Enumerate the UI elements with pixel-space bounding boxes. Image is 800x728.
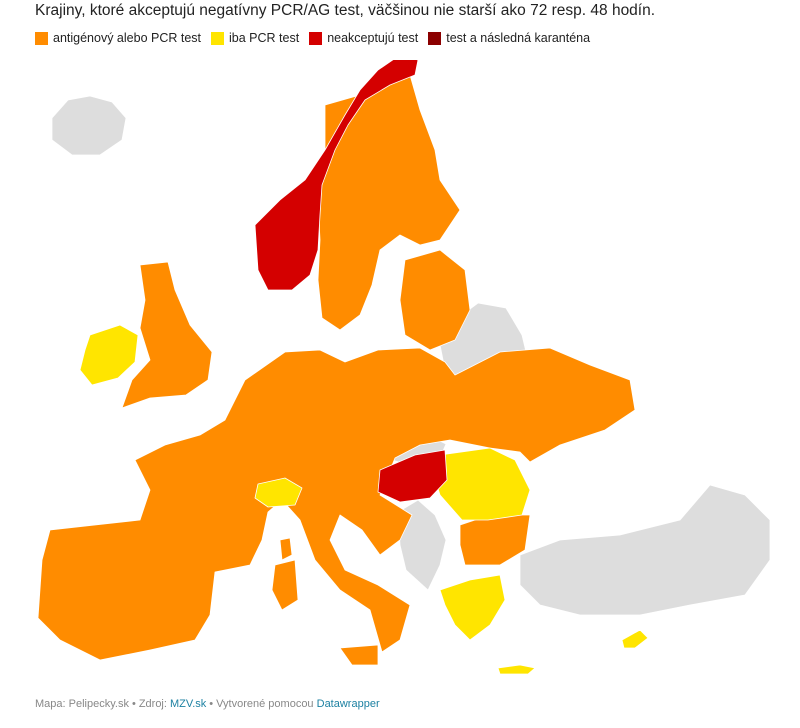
map-region-greece[interactable] — [439, 574, 506, 641]
legend-swatch-pcr-only — [211, 31, 225, 45]
map-region-hungary[interactable] — [377, 449, 448, 503]
map-region-romania[interactable] — [431, 447, 531, 521]
map-region-finland-sweden[interactable] — [317, 74, 461, 331]
map-region-western-balkans[interactable] — [397, 499, 447, 591]
legend: antigénový alebo PCR test iba PCR test n… — [35, 31, 590, 45]
map-region-bulgaria[interactable] — [459, 514, 531, 566]
legend-item-pcr-only: iba PCR test — [211, 31, 299, 45]
map-region-iceland[interactable] — [51, 95, 127, 156]
legend-label-no-test: neakceptujú test — [327, 31, 419, 45]
footer-source-label: Zdroj: — [138, 698, 167, 710]
map-region-continental-europe[interactable] — [37, 347, 636, 661]
legend-label-test-and-quarantine: test a následná karanténa — [446, 31, 591, 45]
map-region-turkey[interactable] — [519, 484, 771, 616]
legend-item-test-and-quarantine: test a následná karanténa — [428, 31, 590, 45]
map-region-switzerland[interactable] — [254, 477, 303, 508]
footer-separator: • — [209, 698, 214, 710]
map-region-crete[interactable] — [497, 664, 536, 675]
map-region-great-britain[interactable] — [121, 261, 213, 409]
map-region-sardinia[interactable] — [271, 559, 299, 611]
map-region-sicily[interactable] — [339, 644, 379, 666]
legend-swatch-no-test — [309, 31, 323, 45]
map-region-baltics[interactable] — [399, 249, 471, 351]
footer-source-link[interactable]: MZV.sk — [170, 698, 207, 710]
legend-label-antigen-or-pcr: antigénový alebo PCR test — [53, 31, 202, 45]
legend-label-pcr-only: iba PCR test — [229, 31, 300, 45]
map-region-norway[interactable] — [254, 60, 419, 291]
footer-map-credit: Mapa: Pelipecky.sk — [35, 698, 129, 710]
legend-swatch-antigen-or-pcr — [35, 31, 48, 45]
map-region-cyprus[interactable] — [621, 629, 649, 649]
map-footer: Mapa: Pelipecky.sk • Zdroj: MZV.sk • Vytvore… — [35, 698, 380, 710]
map-region-corsica[interactable] — [279, 537, 293, 561]
footer-separator: • — [131, 698, 136, 710]
legend-item-no-test: neakceptujú test — [309, 31, 418, 45]
footer-created-label: Vytvorené pomocou — [216, 698, 314, 710]
legend-item-antigen-or-pcr: antigénový alebo PCR test — [35, 31, 201, 45]
map-title: Krajiny, ktoré akceptujú negatívny PCR/A… — [35, 2, 656, 19]
europe-map — [37, 60, 771, 675]
legend-swatch-test-and-quarantine — [428, 31, 442, 45]
footer-datawrapper-link[interactable]: Datawrapper — [316, 698, 380, 710]
map-region-ireland[interactable] — [79, 324, 139, 386]
